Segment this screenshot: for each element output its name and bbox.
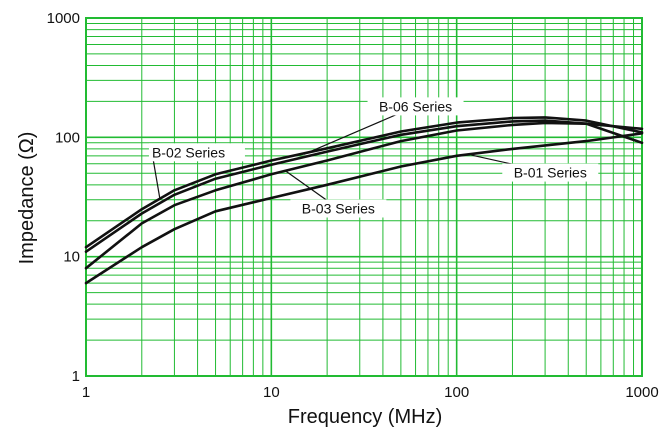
x-tick-label: 100: [444, 384, 469, 401]
series-label-b-01-series: B-01 Series: [514, 165, 587, 181]
series-label-background: [367, 97, 464, 116]
y-tick-label: 100: [55, 129, 80, 146]
series-label-b-03-series: B-03 Series: [302, 201, 375, 217]
series-label-background: [290, 199, 387, 218]
series-label-b-06-series: B-06 Series: [379, 98, 452, 114]
series-label-background: [502, 163, 599, 182]
grid: [85, 18, 642, 377]
x-tick-label: 10: [263, 384, 280, 401]
y-tick-labels: 1 10 100 1000: [47, 10, 80, 385]
series-label-background: [148, 143, 245, 162]
x-tick-labels: 1 10 100 1000: [82, 384, 659, 401]
x-tick-label: 1: [82, 384, 90, 401]
x-tick-label: 1000: [625, 384, 658, 401]
y-tick-label: 10: [63, 249, 80, 266]
x-axis-title: Frequency (MHz): [288, 406, 442, 428]
series-labels: B-01 Series B-02 Series B-03 Series B-06 Se…: [148, 97, 599, 218]
series-line-b-03-series: [84, 121, 644, 270]
plot-frame: [85, 17, 643, 377]
y-axis-title: Impedance (Ω): [16, 132, 38, 265]
y-tick-label: 1000: [47, 10, 80, 27]
series-lines: [84, 116, 644, 285]
series-label-b-02-series: B-02 Series: [152, 144, 225, 160]
series-line-b-02-series: [84, 116, 644, 249]
series-line-b-01-series: [84, 132, 644, 285]
series-line-b-06-series: [84, 119, 644, 253]
y-tick-label: 1: [72, 368, 80, 385]
